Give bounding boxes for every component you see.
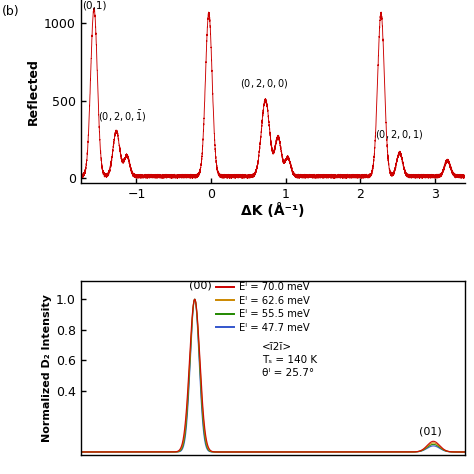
Text: $(0,2,0,1)$: $(0,2,0,1)$ [374, 128, 423, 141]
Y-axis label: Reflected: Reflected [27, 58, 40, 125]
Y-axis label: Normalized D₂ Intensity: Normalized D₂ Intensity [42, 294, 52, 442]
Text: (b): (b) [2, 5, 20, 18]
X-axis label: ΔK (Å⁻¹): ΔK (Å⁻¹) [241, 203, 304, 219]
Legend: Eᴵ = 70.0 meV, Eᴵ = 62.6 meV, Eᴵ = 55.5 meV, Eᴵ = 47.7 meV: Eᴵ = 70.0 meV, Eᴵ = 62.6 meV, Eᴵ = 55.5 … [216, 283, 310, 333]
Text: $(0,2,0,\bar{1})$: $(0,2,0,\bar{1})$ [98, 109, 146, 124]
Text: (0,1): (0,1) [82, 0, 106, 10]
Text: Tₛ = 140 K: Tₛ = 140 K [262, 355, 317, 365]
Text: θᴵ = 25.7°: θᴵ = 25.7° [262, 368, 314, 378]
Text: <ī2ī>: <ī2ī> [262, 342, 292, 352]
Text: $(0,2,0,0)$: $(0,2,0,0)$ [240, 77, 289, 90]
Text: (00): (00) [189, 280, 211, 290]
Text: (01): (01) [419, 427, 442, 437]
